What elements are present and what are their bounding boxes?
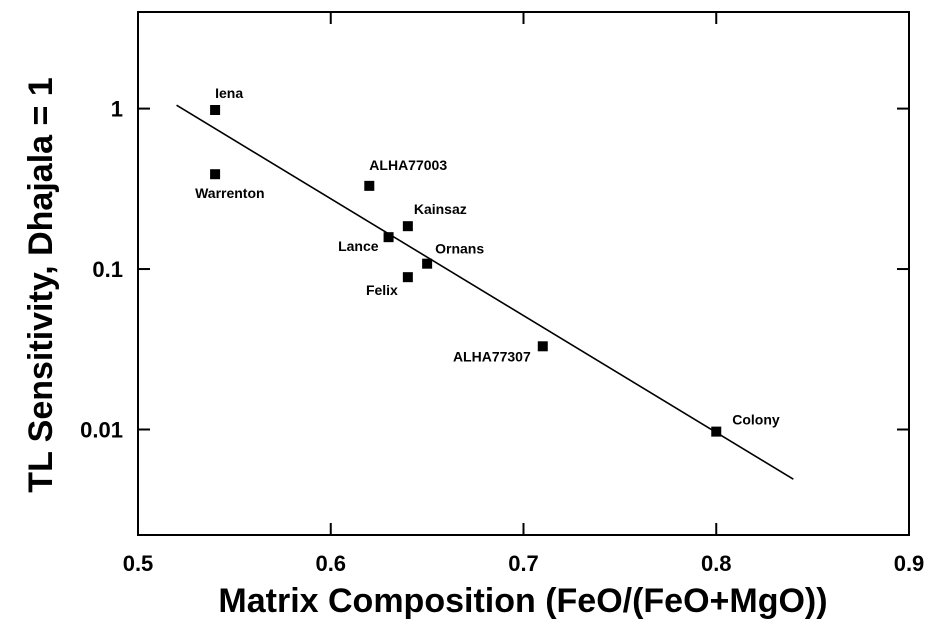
point-label: ALHA77307 (453, 348, 531, 364)
x-tick-label: 0.5 (123, 551, 154, 576)
point-label: Ornans (435, 241, 484, 257)
data-point (383, 232, 394, 243)
point-label: Warrenton (195, 185, 264, 201)
point-label: Lance (338, 238, 379, 254)
data-point (210, 105, 221, 116)
y-axis-ticks: 1 0.1 0.01 (80, 97, 909, 442)
regression-line (176, 104, 794, 480)
y-tick-label: 0.1 (92, 257, 123, 282)
data-point (210, 169, 221, 180)
x-axis-ticks: 0.5 0.6 0.7 0.8 0.9 (123, 12, 925, 576)
plot-frame (137, 11, 910, 536)
y-tick-label: 1 (111, 97, 123, 122)
x-tick-label: 0.6 (315, 551, 346, 576)
point-label: Iena (215, 85, 243, 101)
point-label: Kainsaz (414, 201, 467, 217)
point-label: Colony (732, 412, 780, 428)
data-point (711, 426, 722, 437)
data-point (422, 258, 433, 269)
point-label: ALHA77003 (369, 157, 447, 173)
x-tick-label: 0.8 (701, 551, 732, 576)
y-axis-title: TL Sensitivity, Dhajala = 1 (22, 77, 60, 492)
data-point (364, 180, 375, 191)
fit-line (176, 104, 794, 480)
data-point (402, 221, 413, 232)
data-point (537, 341, 548, 352)
y-tick-label: 0.01 (80, 417, 123, 442)
data-points: Iena Warrenton ALHA77003 Kainsaz Lance Ornans… (195, 85, 780, 437)
x-tick-label: 0.7 (508, 551, 539, 576)
point-label: Felix (366, 282, 398, 298)
x-axis-title: Matrix Composition (FeO/(FeO+MgO)) (218, 582, 827, 620)
x-tick-label: 0.9 (894, 551, 925, 576)
data-point (402, 272, 413, 283)
